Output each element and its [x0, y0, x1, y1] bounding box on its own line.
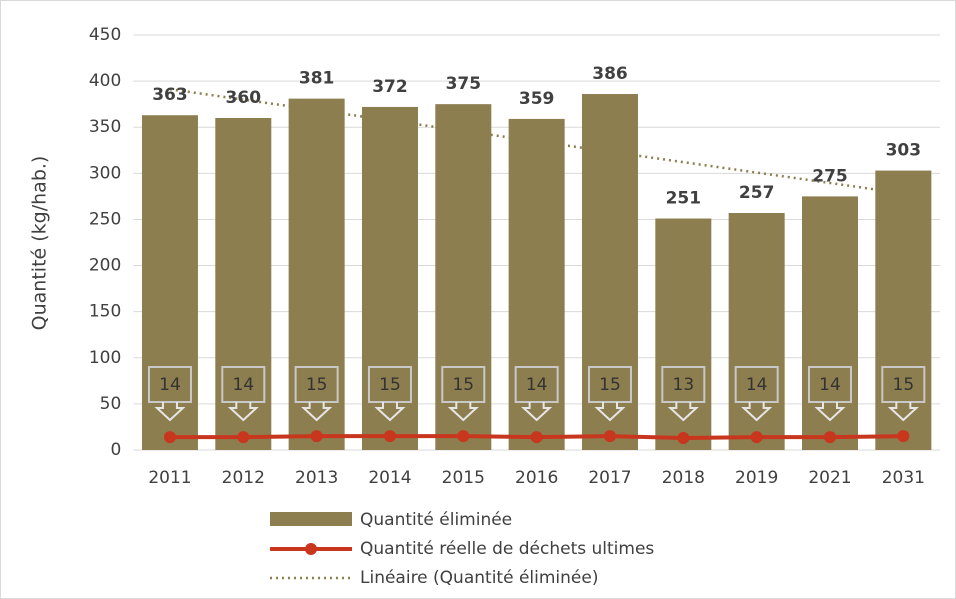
data-label: 381 [299, 69, 335, 89]
data-label: 15 [452, 375, 474, 395]
data-label: 251 [666, 189, 702, 209]
bar [875, 170, 932, 451]
bar [141, 115, 198, 450]
bar [435, 104, 492, 451]
y-tick-label: 0 [110, 440, 121, 460]
x-tick-label: 2015 [442, 468, 485, 488]
data-label: 15 [893, 375, 915, 395]
y-tick-label: 350 [89, 117, 121, 137]
y-tick-label: 300 [89, 163, 121, 183]
legend-label: Linéaire (Quantité éliminée) [360, 568, 598, 588]
data-label: 14 [159, 375, 181, 395]
x-tick-label: 2019 [735, 468, 778, 488]
callout-arrow [741, 402, 773, 422]
callout-box [587, 366, 632, 403]
line-marker [163, 431, 176, 444]
callout-box [807, 366, 852, 403]
bar [581, 94, 638, 451]
callout-box [881, 366, 926, 403]
bar [215, 118, 272, 450]
callout-box [221, 366, 266, 403]
line-marker [530, 431, 543, 444]
callout-arrow [374, 402, 406, 422]
y-axis-label: Quantité (kg/hab.) [29, 156, 51, 331]
data-label: 15 [306, 375, 328, 395]
legend-swatch [305, 543, 317, 555]
callout-box [367, 366, 412, 403]
x-tick-label: 2017 [588, 468, 631, 488]
line-marker [603, 430, 616, 443]
y-tick-label: 150 [89, 302, 121, 322]
data-label: 363 [152, 85, 188, 105]
data-label: 360 [226, 88, 262, 108]
callout-arrow [154, 402, 186, 422]
bar [801, 196, 858, 450]
data-label: 359 [519, 89, 555, 109]
line-marker [823, 431, 836, 444]
x-tick-label: 2018 [662, 468, 705, 488]
y-tick-label: 200 [89, 256, 121, 276]
x-tick-label: 2016 [515, 468, 558, 488]
callout-arrow [667, 402, 699, 422]
callout-box [147, 366, 192, 403]
line-marker [750, 431, 763, 444]
data-label: 14 [746, 375, 768, 395]
data-label: 15 [599, 375, 621, 395]
x-tick-label: 2012 [222, 468, 265, 488]
y-tick-label: 100 [89, 348, 121, 368]
callout-arrow [447, 402, 479, 422]
x-tick-label: 2013 [295, 468, 338, 488]
callout-box [514, 366, 559, 403]
data-label: 13 [673, 375, 695, 395]
callout-arrow [594, 402, 626, 422]
line-marker [383, 430, 396, 443]
callout-arrow [301, 402, 333, 422]
line-marker [310, 430, 323, 443]
x-tick-label: 2014 [368, 468, 411, 488]
y-tick-label: 250 [89, 209, 121, 229]
legend-label: Quantité éliminée [360, 510, 512, 530]
data-label: 14 [526, 375, 548, 395]
data-label: 14 [819, 375, 841, 395]
data-label: 275 [812, 166, 848, 186]
callout-arrow [887, 402, 919, 422]
line-marker [457, 430, 470, 443]
x-tick-label: 2011 [148, 468, 191, 488]
y-tick-label: 450 [89, 25, 121, 45]
data-label: 375 [446, 74, 482, 94]
y-tick-label: 50 [100, 394, 122, 414]
legend-swatch [270, 512, 352, 526]
line-marker [677, 432, 690, 445]
data-label: 386 [592, 64, 628, 84]
data-label: 303 [886, 141, 922, 161]
callout-arrow [814, 402, 846, 422]
line-marker [897, 430, 910, 443]
callout-box [441, 366, 486, 403]
callout-box [294, 366, 339, 403]
bar [361, 106, 418, 450]
bar [288, 98, 345, 450]
line-marker [237, 431, 250, 444]
data-label: 257 [739, 183, 775, 203]
data-label: 14 [232, 375, 254, 395]
y-tick-label: 400 [89, 71, 121, 91]
legend-label: Quantité réelle de déchets ultimes [360, 539, 654, 559]
data-label: 15 [379, 375, 401, 395]
data-label: 372 [372, 77, 408, 97]
callout-box [734, 366, 779, 403]
bar [728, 212, 785, 450]
callout-arrow [227, 402, 259, 422]
x-tick-label: 2031 [882, 468, 925, 488]
x-tick-label: 2021 [808, 468, 851, 488]
callout-arrow [521, 402, 553, 422]
bar [508, 118, 565, 450]
callout-box [661, 366, 706, 403]
bar [655, 218, 712, 450]
